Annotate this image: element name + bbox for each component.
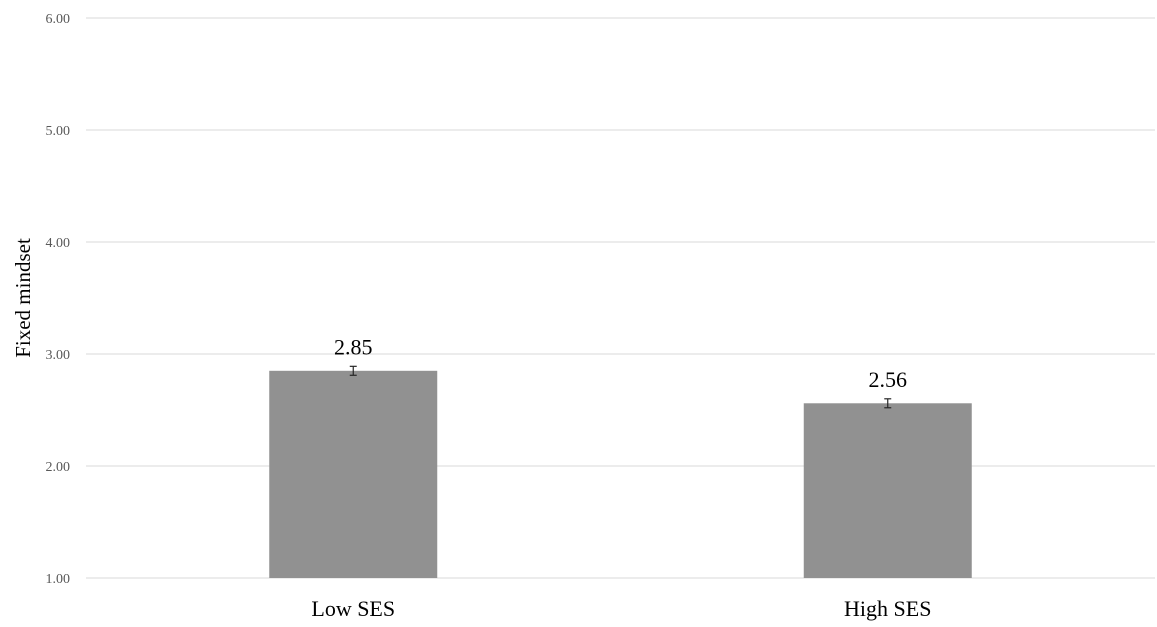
- y-tick-label: 6.00: [46, 12, 71, 27]
- data-label: 2.56: [869, 367, 908, 392]
- x-axis-categories: Low SES High SES: [311, 596, 931, 621]
- bar: [803, 403, 972, 578]
- y-tick-label: 2.00: [46, 460, 71, 475]
- error-bar: [884, 398, 892, 409]
- error-bar: [349, 365, 357, 376]
- data-labels: 2.85 2.56: [334, 334, 907, 391]
- y-tick-label: 1.00: [46, 572, 71, 587]
- gridlines: [86, 17, 1155, 579]
- x-category-label: High SES: [844, 596, 931, 621]
- bar: [269, 370, 438, 578]
- y-tick-label: 3.00: [46, 348, 71, 363]
- y-axis-ticks: 1.00 2.00 3.00 4.00 5.00 6.00: [46, 12, 71, 587]
- error-bars: [349, 365, 892, 409]
- y-axis-title: Fixed mindset: [11, 238, 35, 358]
- y-tick-label: 5.00: [46, 124, 71, 139]
- y-tick-label: 4.00: [46, 236, 71, 251]
- x-category-label: Low SES: [311, 596, 395, 621]
- bars: [269, 370, 972, 578]
- data-label: 2.85: [334, 334, 373, 359]
